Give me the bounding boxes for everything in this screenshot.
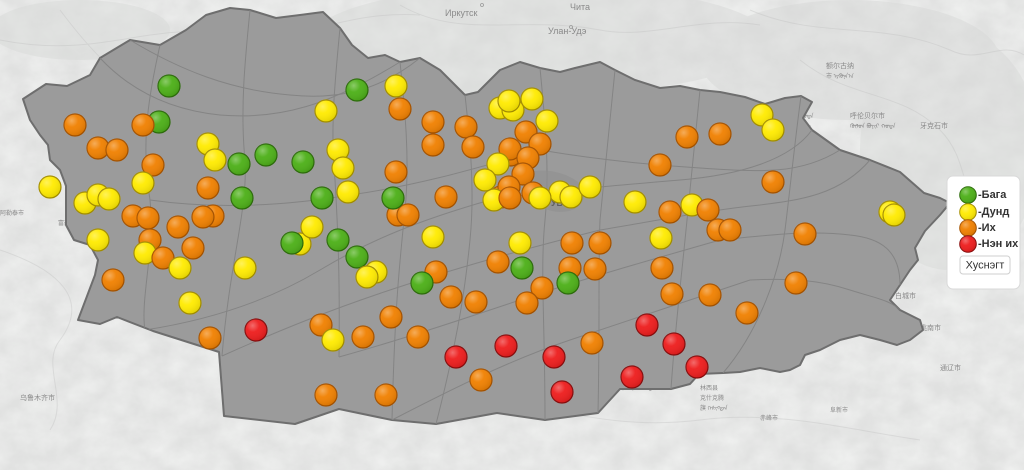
svg-text:牙克石市: 牙克石市 bbox=[920, 121, 948, 130]
svg-text:-Бага: -Бага bbox=[978, 189, 1007, 201]
svg-text:Хуснэгт: Хуснэгт bbox=[966, 260, 1005, 272]
svg-text:旗 ᠬᠡᠰᠢᠭᠲᠡᠨ: 旗 ᠬᠡᠰᠢᠭᠲᠡᠨ bbox=[700, 404, 728, 412]
svg-text:Улан-Удэ: Улан-Удэ bbox=[548, 26, 587, 36]
svg-text:阜新市: 阜新市 bbox=[830, 406, 848, 414]
svg-text:额尔古纳: 额尔古纳 bbox=[826, 61, 854, 70]
svg-text:Иркутск: Иркутск bbox=[445, 8, 478, 18]
svg-text:林西县: 林西县 bbox=[700, 384, 718, 392]
svg-text:-Дунд: -Дунд bbox=[978, 206, 1009, 218]
svg-text:阿勒泰市: 阿勒泰市 bbox=[0, 209, 24, 217]
svg-text:克什克腾: 克什克腾 bbox=[700, 394, 724, 402]
svg-text:通辽市: 通辽市 bbox=[940, 363, 961, 372]
svg-text:乌鲁木齐市: 乌鲁木齐市 bbox=[20, 393, 55, 402]
svg-text:-Их: -Их bbox=[978, 222, 997, 234]
svg-text:-Нэн их: -Нэн их bbox=[978, 238, 1019, 250]
svg-text:Чита: Чита bbox=[570, 2, 590, 12]
svg-text:ᠬᠥᠯᠥᠨ ᠪᠤᠶᠢᠷ ᠬᠣᠲᠠ: ᠬᠥᠯᠥᠨ ᠪᠤᠶᠢᠷ ᠬᠣᠲᠠ bbox=[850, 123, 896, 130]
svg-text:市 ᠡᠷᠭᠦᠨᠡ᠎ᠠ: 市 ᠡᠷᠭᠦᠨᠡ᠎ᠠ bbox=[826, 72, 854, 80]
svg-text:赤峰市: 赤峰市 bbox=[760, 414, 778, 422]
svg-text:呼伦贝尔市: 呼伦贝尔市 bbox=[850, 111, 885, 120]
svg-text:白城市: 白城市 bbox=[895, 291, 916, 300]
